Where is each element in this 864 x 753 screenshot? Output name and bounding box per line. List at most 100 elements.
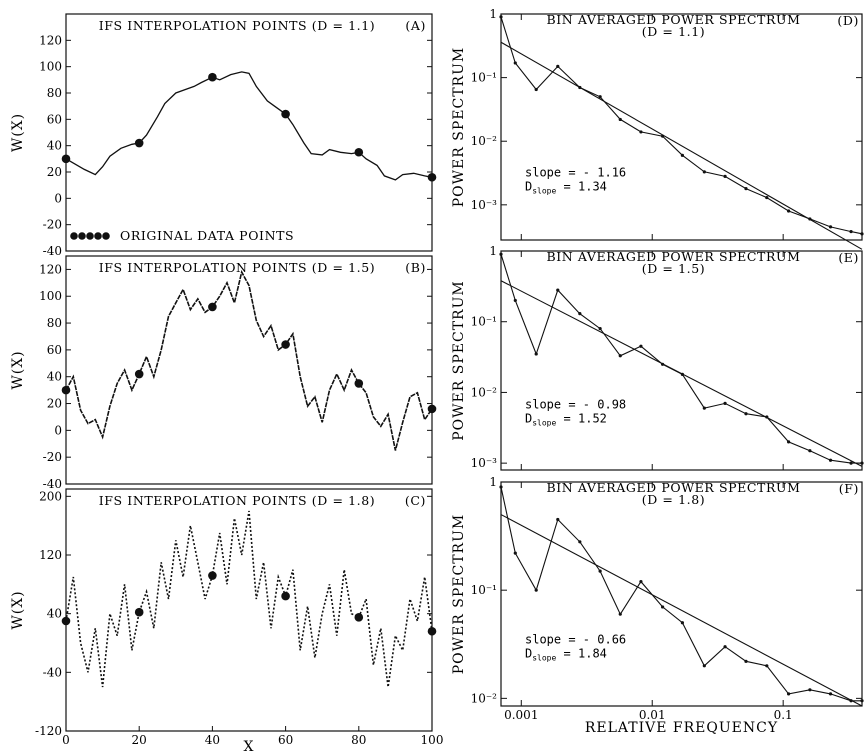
- spectrum-point: [534, 352, 538, 356]
- y-tick-label: 1: [489, 475, 497, 489]
- spectrum-point: [786, 440, 791, 444]
- panel-title: IFS INTERPOLATION POINTS (D = 1.5): [99, 260, 376, 275]
- y-tick-label: 200: [39, 489, 62, 503]
- y-tick-label: 10⁻¹: [471, 71, 497, 85]
- spectrum-point: [513, 61, 517, 65]
- series-line: [65, 269, 433, 451]
- slope-annotation: slope = - 1.16: [525, 166, 626, 180]
- spectrum-point: [723, 174, 727, 178]
- plot-frame: [500, 481, 863, 707]
- plot-frame: [65, 488, 433, 732]
- spectrum-point: [723, 401, 727, 405]
- x-tick-label: 0.01: [639, 708, 666, 722]
- interpolation-point: [61, 385, 71, 395]
- spectrum-point: [618, 612, 622, 616]
- plot-frame: [500, 13, 863, 241]
- legend-marker: [78, 232, 86, 240]
- spectrum-point: [618, 354, 622, 358]
- interpolation-point: [427, 404, 437, 414]
- interpolation-point: [427, 172, 437, 182]
- y-tick-label: -20: [43, 218, 62, 232]
- y-axis-label: POWER SPECTRUM: [451, 514, 467, 674]
- interpolation-point: [281, 109, 290, 119]
- y-tick-label: 60: [47, 112, 62, 126]
- y-tick-label: 20: [47, 165, 62, 179]
- dimension-annotation: Dslope = 1.34: [525, 180, 607, 196]
- interpolation-point: [61, 154, 71, 164]
- panel-title: IFS INTERPOLATION POINTS (D = 1.8): [99, 493, 376, 508]
- dimension-annotation: Dslope = 1.52: [525, 412, 607, 428]
- interpolation-point: [134, 369, 144, 379]
- spectrum-line: [500, 254, 862, 464]
- interpolation-point: [208, 72, 217, 82]
- legend-marker: [70, 232, 78, 240]
- panel-title: BIN AVERAGED POWER SPECTRUM: [546, 480, 800, 495]
- spectrum-point: [702, 664, 706, 668]
- legend-label: ORIGINAL DATA POINTS: [120, 228, 294, 243]
- y-tick-label: 100: [39, 60, 62, 74]
- interpolation-point: [281, 591, 290, 601]
- y-axis-label: POWER SPECTRUM: [451, 47, 467, 207]
- spectrum-point: [598, 95, 602, 99]
- series-line: [65, 510, 433, 688]
- slope-annotation: slope = - 0.66: [525, 632, 626, 646]
- spectrum-point: [849, 229, 853, 234]
- y-tick-label: -20: [43, 450, 62, 464]
- y-tick-label: 80: [47, 86, 62, 100]
- spectrum-point: [534, 87, 538, 92]
- x-tick-label: 100: [421, 733, 444, 747]
- y-tick-label: 100: [39, 289, 62, 303]
- spectrum-point: [828, 458, 833, 462]
- spectrum-point: [702, 170, 706, 174]
- spectrum-point: [499, 252, 503, 256]
- y-tick-label: -40: [43, 665, 62, 679]
- y-tick-label: 40: [47, 370, 62, 384]
- spectrum-point: [534, 588, 538, 592]
- interpolation-point: [427, 626, 437, 636]
- spectrum-line: [500, 486, 862, 702]
- spectrum-point: [849, 461, 853, 465]
- y-tick-label: 10⁻¹: [471, 315, 497, 329]
- fit-line: [500, 41, 863, 250]
- interpolation-point: [61, 616, 71, 626]
- spectrum-point: [808, 688, 812, 692]
- y-tick-label: 10⁻³: [471, 198, 498, 212]
- spectrum-point: [860, 699, 864, 703]
- x-tick-label: 0.1: [774, 708, 793, 722]
- panel-subtitle: (D = 1.8): [642, 492, 705, 507]
- spectrum-point: [860, 461, 864, 465]
- interpolation-point: [134, 607, 144, 617]
- spectrum-point: [499, 15, 503, 19]
- spectrum-point: [786, 692, 791, 696]
- y-tick-label: 20: [47, 397, 62, 411]
- y-tick-label: 10⁻²: [471, 385, 498, 399]
- spectrum-point: [639, 344, 643, 348]
- spectrum-point: [702, 406, 706, 410]
- y-tick-label: 120: [39, 262, 62, 276]
- dimension-annotation: Dslope = 1.84: [525, 646, 607, 662]
- legend-marker: [102, 232, 110, 240]
- spectrum-point: [744, 186, 748, 191]
- y-tick-label: 10⁻³: [471, 456, 498, 470]
- y-tick-label: 1: [489, 7, 497, 21]
- y-axis-label: W(X): [10, 113, 26, 152]
- y-tick-label: 40: [47, 607, 62, 621]
- spectrum-point: [723, 645, 727, 649]
- interpolation-point: [281, 340, 290, 349]
- y-tick-label: 60: [47, 343, 62, 357]
- panel-label: (B): [405, 260, 426, 275]
- x-axis-label: X: [244, 739, 255, 753]
- spectrum-point: [786, 209, 791, 213]
- spectrum-point: [744, 412, 748, 416]
- y-tick-label: 10⁻¹: [471, 583, 497, 597]
- spectrum-point: [828, 225, 833, 229]
- y-tick-label: 80: [47, 316, 62, 330]
- panel-label: (C): [405, 493, 426, 508]
- slope-annotation: slope = - 0.98: [525, 398, 626, 412]
- x-axis-label: RELATIVE FREQUENCY: [585, 720, 778, 736]
- interpolation-point: [354, 613, 364, 622]
- spectrum-point: [660, 605, 665, 609]
- spectrum-point: [808, 449, 812, 453]
- y-tick-label: -40: [43, 477, 62, 491]
